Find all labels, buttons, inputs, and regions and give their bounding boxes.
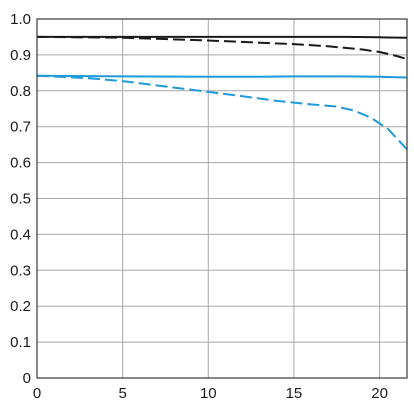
y-tick-label: 1.0 bbox=[10, 11, 31, 28]
x-tick-label: 15 bbox=[286, 385, 303, 402]
plot-border bbox=[36, 18, 408, 379]
y-tick-label: 0.4 bbox=[10, 226, 31, 243]
x-tick-label: 20 bbox=[371, 385, 388, 402]
y-tick-label: 0.8 bbox=[10, 83, 31, 100]
y-tick-label: 0.5 bbox=[10, 191, 31, 208]
x-axis-tick-labels: 0 5 10 15 20 bbox=[33, 385, 388, 402]
y-tick-label: 0.7 bbox=[10, 119, 31, 136]
y-tick-label: 0.3 bbox=[10, 262, 31, 279]
x-tick-label: 10 bbox=[200, 385, 217, 402]
y-axis-tick-labels: 0 0.1 0.2 0.3 0.4 0.5 0.6 0.7 0.8 0.9 1.0 bbox=[10, 11, 31, 387]
x-tick-label: 5 bbox=[118, 385, 126, 402]
plot-lines bbox=[36, 35, 408, 150]
series-line-4 bbox=[36, 74, 408, 150]
y-tick-label: 0.2 bbox=[10, 298, 31, 315]
y-tick-label: 0.9 bbox=[10, 47, 31, 64]
y-tick-label: 0 bbox=[23, 370, 31, 387]
series-line-3 bbox=[36, 74, 408, 79]
plot-frame bbox=[36, 18, 408, 379]
grid bbox=[37, 19, 407, 378]
y-tick-label: 0.6 bbox=[10, 155, 31, 172]
y-tick-label: 0.1 bbox=[10, 334, 31, 351]
x-tick-label: 0 bbox=[33, 385, 41, 402]
series-line-2 bbox=[36, 35, 408, 61]
